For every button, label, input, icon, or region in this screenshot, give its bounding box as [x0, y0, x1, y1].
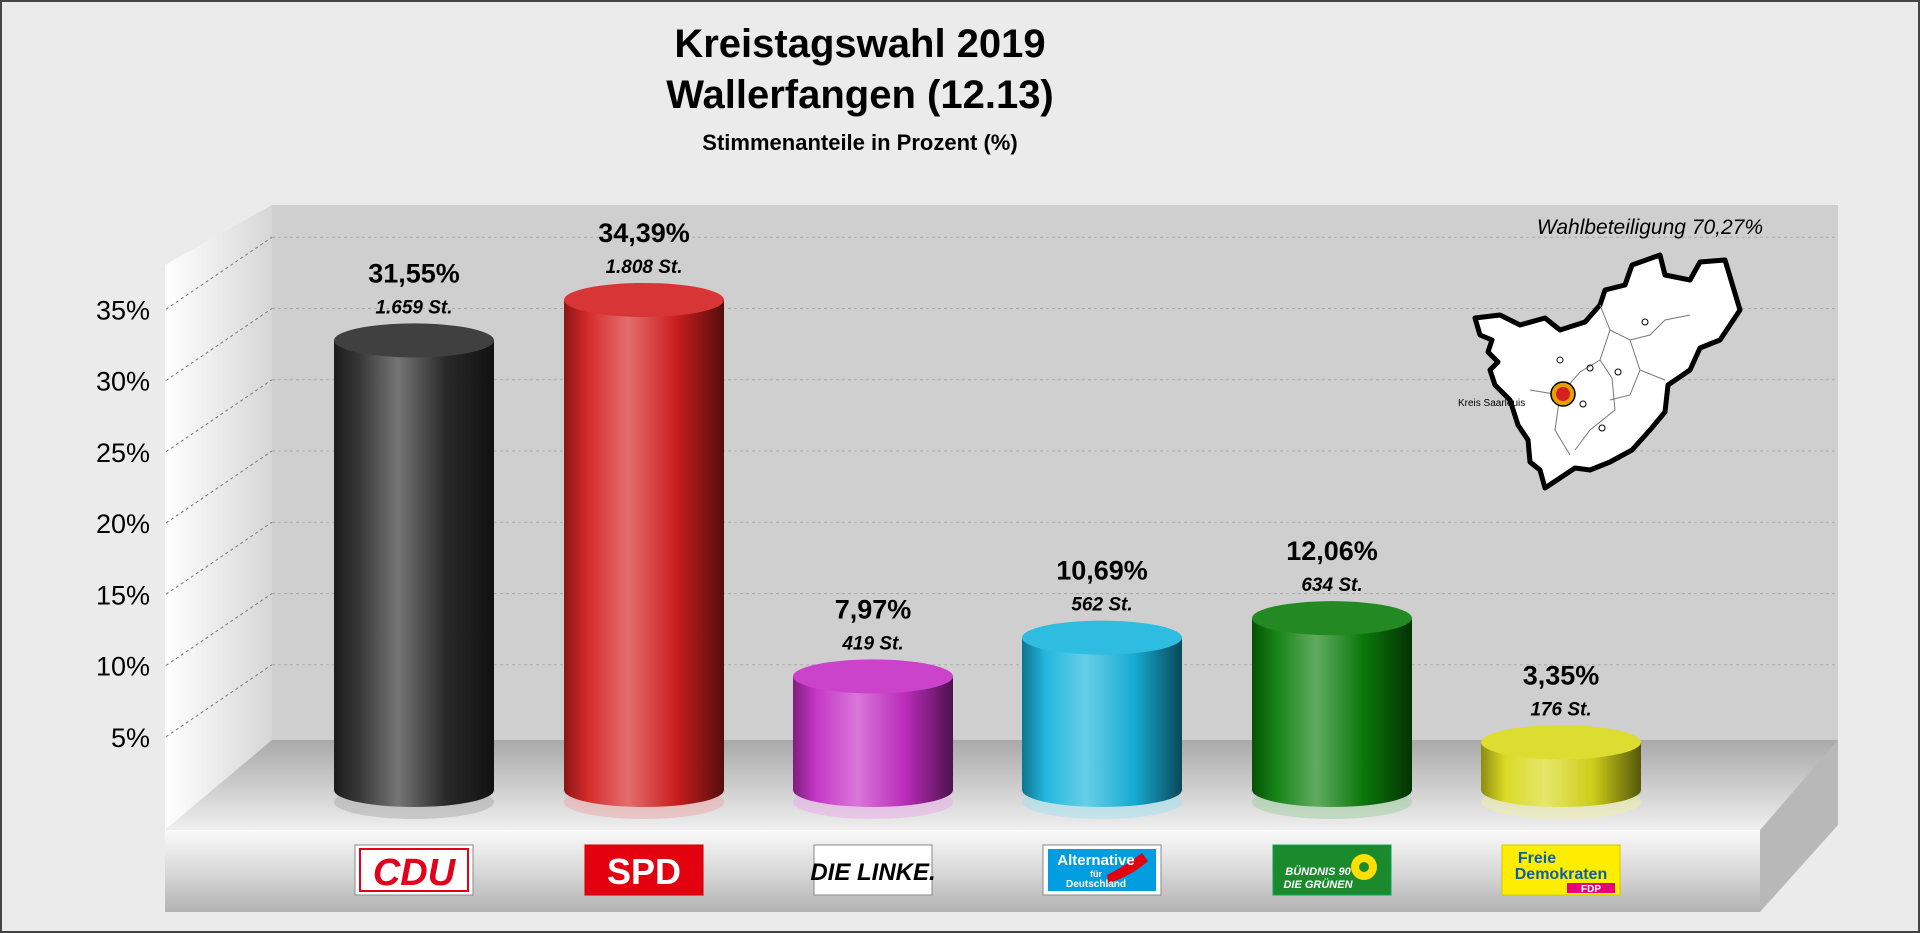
svg-text:Demokraten: Demokraten	[1515, 866, 1607, 883]
chart-title: Kreistagswahl 2019	[674, 22, 1046, 66]
svg-text:DIE LINKE.: DIE LINKE.	[810, 859, 935, 886]
bar-top	[1252, 601, 1412, 636]
chart-base-side	[1760, 740, 1838, 912]
chart-subtitle: Wallerfangen (12.13)	[666, 73, 1054, 117]
bar	[1481, 725, 1641, 819]
vote-label: 176 St.	[1530, 699, 1591, 720]
spd-logo: SPD	[584, 844, 704, 896]
bar-body	[1481, 742, 1641, 807]
y-tick-label: 15%	[96, 580, 150, 610]
chart-side-wall	[165, 205, 272, 830]
y-tick-label: 20%	[96, 509, 150, 539]
bar-body	[793, 676, 953, 807]
y-axis: 5% 10% 15% 20% 25% 30% 35%	[96, 295, 150, 753]
y-tick-label: 35%	[96, 295, 150, 325]
bar-top	[564, 282, 724, 317]
value-label: 3,35%	[1523, 660, 1600, 690]
svg-text:DIE GRÜNEN: DIE GRÜNEN	[1283, 878, 1353, 891]
vote-label: 1.808 St.	[605, 257, 682, 278]
value-label: 12,06%	[1286, 536, 1378, 566]
svg-text:CDU: CDU	[373, 852, 457, 894]
data-labels: 31,55% 1.659 St. 34,39% 1.808 St. 7,97% 419 S…	[368, 218, 1599, 720]
y-tick-label: 10%	[96, 652, 150, 682]
bars	[334, 282, 1641, 819]
svg-text:FDP: FDP	[1581, 884, 1601, 895]
bar-body	[334, 340, 494, 807]
bar	[793, 659, 953, 819]
bar-top	[793, 659, 953, 694]
vote-label: 634 St.	[1301, 575, 1362, 596]
chart-caption: Stimmenanteile in Prozent (%)	[702, 130, 1018, 155]
value-label: 10,69%	[1056, 556, 1148, 586]
linke-logo: DIE LINKE.	[810, 844, 936, 896]
value-label: 7,97%	[835, 594, 912, 624]
bar-body	[1252, 618, 1412, 807]
bar-top	[334, 323, 494, 358]
bar	[334, 323, 494, 819]
bar	[564, 282, 724, 819]
bar-body	[1022, 637, 1182, 807]
svg-text:für: für	[1090, 869, 1102, 879]
value-label: 31,55%	[368, 258, 460, 288]
svg-text:Alternative: Alternative	[1057, 852, 1135, 869]
turnout-label: Wahlbeteiligung 70,27%	[1537, 216, 1763, 239]
bar-body	[564, 299, 724, 807]
value-label: 34,39%	[598, 218, 690, 248]
svg-text:SPD: SPD	[607, 851, 681, 892]
party-logos: CDU SPD DIE LINKE. AlternativefürDeutschlan…	[354, 844, 1621, 896]
y-tick-label: 5%	[111, 723, 150, 753]
y-tick-label: 25%	[96, 438, 150, 468]
svg-text:Deutschland: Deutschland	[1066, 879, 1126, 890]
bar-top	[1022, 620, 1182, 655]
bar	[1252, 601, 1412, 819]
vote-label: 419 St.	[841, 633, 903, 654]
svg-text:BÜNDNIS 90: BÜNDNIS 90	[1285, 865, 1351, 878]
y-tick-label: 30%	[96, 367, 150, 397]
bar-top	[1481, 725, 1641, 760]
vote-label: 1.659 St.	[375, 297, 452, 318]
district-map-icon: Kreis Saarlouis	[1458, 252, 1743, 491]
bar	[1022, 620, 1182, 819]
cdu-logo: CDU	[354, 844, 474, 896]
svg-text:Freie: Freie	[1518, 850, 1556, 867]
map-label: Kreis Saarlouis	[1458, 398, 1525, 409]
vote-label: 562 St.	[1071, 595, 1132, 616]
